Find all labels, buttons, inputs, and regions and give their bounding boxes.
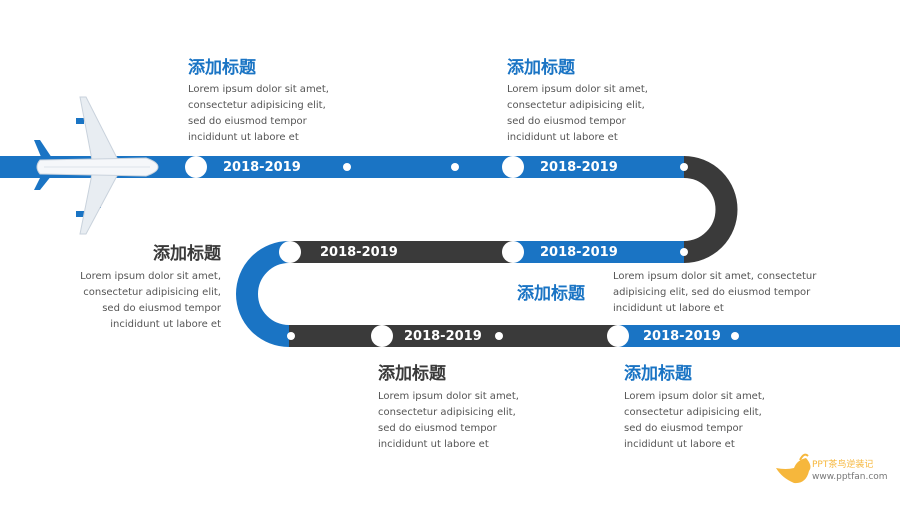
road-dot [680,163,688,171]
milestone-4-description: Lorem ipsum dolor sit amet, consectetur … [613,271,817,314]
milestone-4-year: 2018-2019 [540,245,618,260]
road-dot [680,248,688,256]
milestone-2-description: Lorem ipsum dolor sit amet, consectetur … [507,84,648,143]
milestone-6-year: 2018-2019 [643,329,721,344]
milestone-1-description: Lorem ipsum dolor sit amet, consectetur … [188,84,329,143]
milestone-marker-6 [607,325,629,347]
milestone-3-title: 添加标题 [153,244,221,264]
milestone-6-title: 添加标题 [624,364,692,384]
road-segment-bottom-dark [289,325,619,347]
road-segment-middle-dark [289,241,515,263]
logo-name: PPT茶鸟逆装记 [812,460,874,470]
milestone-5-year: 2018-2019 [404,329,482,344]
milestone-marker-4 [502,241,524,263]
milestone-5-title: 添加标题 [378,364,446,384]
milestone-3-year: 2018-2019 [320,245,398,260]
milestone-marker-1 [185,156,207,178]
road-dot [495,332,503,340]
logo-url: www.pptfan.com [812,472,888,482]
milestone-6-description: Lorem ipsum dolor sit amet, consectetur … [624,391,765,450]
road-turn-right [683,156,738,263]
milestone-marker-2 [502,156,524,178]
road-dot [451,163,459,171]
milestone-marker-3 [279,241,301,263]
milestone-3-description: Lorem ipsum dolor sit amet, consectetur … [80,271,221,330]
milestone-4-title: 添加标题 [517,284,585,304]
road-segment-bottom-blue [617,325,900,347]
road-turn-left [236,241,290,347]
road-segment-middle-blue [513,241,684,263]
milestone-5-description: Lorem ipsum dolor sit amet, consectetur … [378,391,519,450]
airplane-icon [34,96,159,235]
bird-logo-icon [776,453,811,484]
road-dot [343,163,351,171]
road-dot [287,332,295,340]
milestone-1-year: 2018-2019 [223,160,301,175]
milestone-marker-5 [371,325,393,347]
milestone-1-title: 添加标题 [188,58,256,78]
milestone-2-title: 添加标题 [507,58,575,78]
road-dot [731,332,739,340]
milestone-2-year: 2018-2019 [540,160,618,175]
